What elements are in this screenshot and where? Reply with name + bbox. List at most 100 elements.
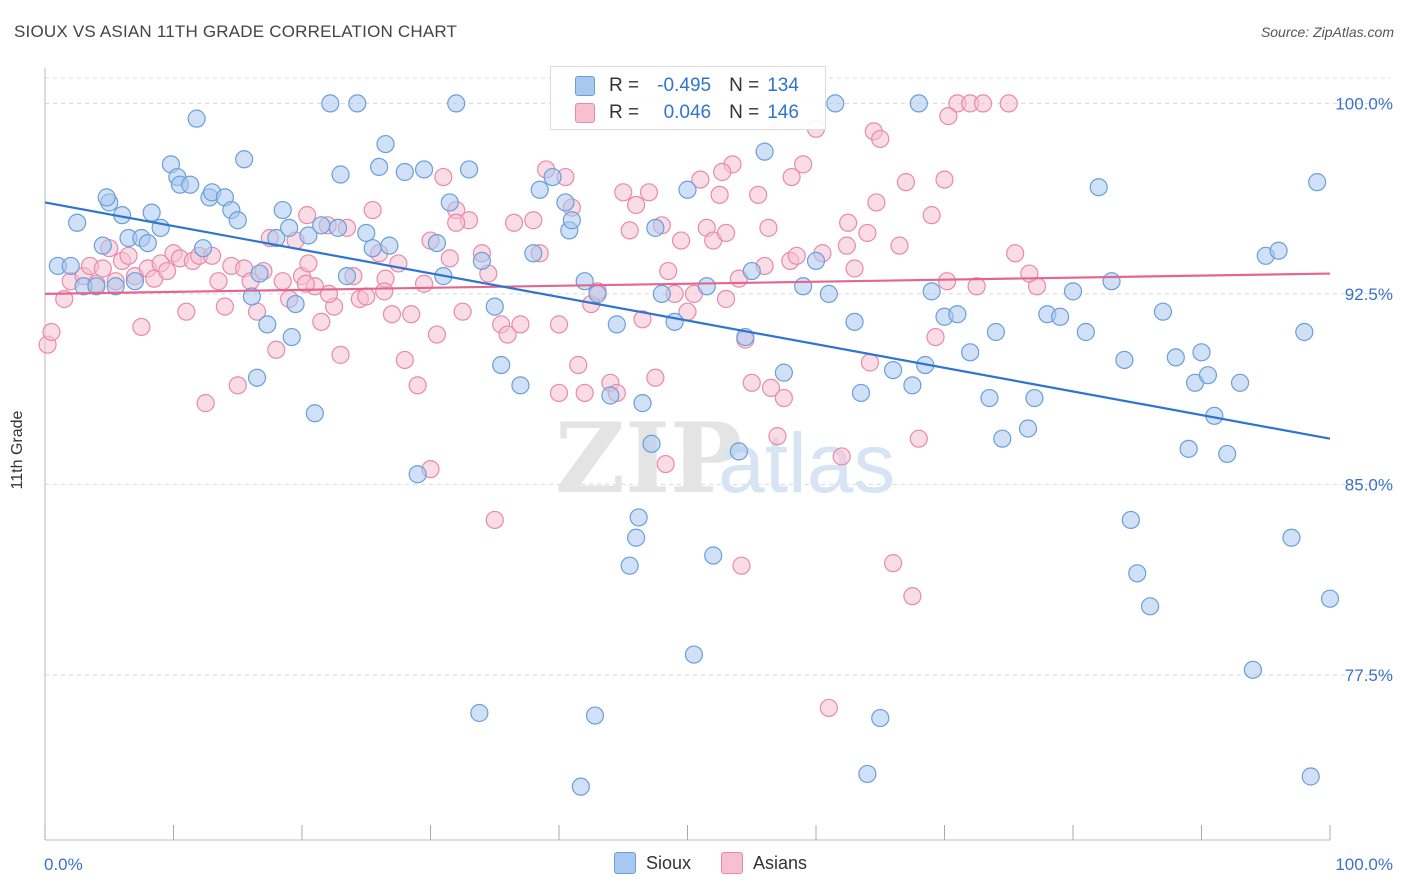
- legend-swatch-sioux: [614, 852, 636, 874]
- asian-point: [935, 170, 954, 189]
- sioux-point: [321, 94, 340, 113]
- sioux-point: [440, 193, 459, 212]
- sioux-point: [1308, 173, 1327, 192]
- sioux-point: [585, 706, 605, 725]
- y-tick-label: 100.0%: [1335, 94, 1393, 113]
- sioux-point: [470, 703, 489, 723]
- legend-n-value: 134: [767, 75, 799, 96]
- asian-point: [196, 394, 215, 413]
- asian-point: [883, 554, 903, 573]
- sioux-point: [267, 228, 286, 248]
- asian-point: [382, 305, 402, 324]
- legend-swatch-sioux: [575, 76, 595, 96]
- y-tick-label: 77.5%: [1345, 666, 1393, 685]
- asian-point: [967, 277, 986, 296]
- y-axis-label: 11th Grade: [9, 410, 26, 490]
- asian-point: [504, 213, 524, 232]
- asian-point: [575, 383, 594, 403]
- sioux-point: [380, 236, 399, 255]
- sioux-point: [181, 175, 200, 194]
- sioux-point: [845, 312, 864, 331]
- sioux-point: [492, 355, 511, 375]
- sioux-point: [235, 150, 254, 169]
- sioux-point: [247, 368, 267, 387]
- legend-n-label: N =: [729, 75, 760, 96]
- asian-point: [896, 173, 916, 192]
- asian-point: [774, 388, 793, 408]
- asian-point: [922, 206, 941, 225]
- sioux-point: [571, 777, 590, 796]
- asian-point: [209, 272, 228, 291]
- asian-point: [157, 261, 177, 281]
- asian-point: [395, 350, 414, 370]
- label-layer: 100.0% 92.5% 85.0% 77.5% 0.0% 100.0%: [44, 94, 1393, 874]
- stats-legend: R = -0.495 N = 134 R = 0.046 N = 146: [550, 66, 826, 130]
- asian-point: [939, 106, 958, 126]
- legend-item-asians[interactable]: Asians: [721, 852, 807, 874]
- asian-point: [402, 305, 421, 324]
- sioux-point: [472, 251, 491, 270]
- sioux-point: [348, 94, 367, 113]
- legend-swatch-asians: [575, 103, 595, 123]
- asian-point: [1006, 244, 1025, 263]
- asian-point: [273, 272, 292, 291]
- sioux-point: [642, 434, 661, 453]
- asian-point: [759, 218, 778, 237]
- sioux-point: [395, 162, 414, 182]
- sioux-point: [524, 244, 543, 263]
- sioux-point: [187, 109, 206, 128]
- asian-point: [749, 185, 768, 204]
- sioux-point: [1102, 272, 1121, 291]
- sioux-point: [819, 284, 838, 303]
- sioux-point: [1121, 510, 1140, 530]
- asian-point: [296, 274, 315, 293]
- asian-point: [713, 162, 732, 182]
- sioux-point: [1282, 528, 1301, 547]
- legend-r-label: R =: [609, 75, 640, 96]
- sioux-point: [601, 386, 620, 405]
- sioux-point: [97, 188, 116, 207]
- sioux-point: [376, 134, 395, 154]
- asian-point: [732, 556, 751, 575]
- sioux-point: [250, 264, 269, 283]
- asian-point: [691, 170, 710, 189]
- legend-item-sioux[interactable]: Sioux: [614, 852, 691, 874]
- sioux-point: [1153, 302, 1173, 321]
- sioux-point: [485, 297, 504, 316]
- asian-point: [569, 355, 588, 375]
- sioux-point: [511, 376, 530, 395]
- y-tick-label: 92.5%: [1345, 285, 1393, 304]
- x-tick-label: 0.0%: [44, 855, 83, 874]
- sioux-point: [626, 528, 646, 547]
- asian-point: [42, 322, 61, 342]
- asian-point: [363, 200, 382, 220]
- asian-point: [408, 376, 427, 395]
- sioux-point: [1179, 439, 1198, 458]
- sioux-point: [858, 764, 877, 784]
- asian-point: [427, 325, 447, 344]
- sioux-point: [93, 236, 112, 255]
- asian-point: [375, 282, 394, 301]
- sioux-point: [138, 234, 157, 253]
- sioux-point: [1025, 388, 1044, 408]
- asian-point: [215, 297, 234, 316]
- trend-layer: [44, 201, 1331, 440]
- asian-point: [761, 378, 781, 397]
- asian-point: [845, 259, 864, 278]
- sioux-point: [228, 211, 247, 230]
- x-tick-label: 100.0%: [1335, 855, 1393, 874]
- sioux-point: [1198, 366, 1218, 385]
- sioux-point: [575, 272, 594, 291]
- sioux-point: [106, 277, 125, 296]
- asian-point: [794, 155, 813, 174]
- asian-point: [787, 246, 806, 265]
- legend-label-sioux: Sioux: [646, 852, 692, 873]
- asian-point: [620, 221, 639, 240]
- sioux-point: [370, 157, 389, 176]
- sioux-point: [588, 284, 607, 303]
- sioux-point: [408, 465, 427, 484]
- asian-point: [453, 302, 472, 321]
- sioux-point: [1269, 241, 1288, 260]
- asian-point: [447, 213, 466, 232]
- asian-point: [132, 317, 151, 337]
